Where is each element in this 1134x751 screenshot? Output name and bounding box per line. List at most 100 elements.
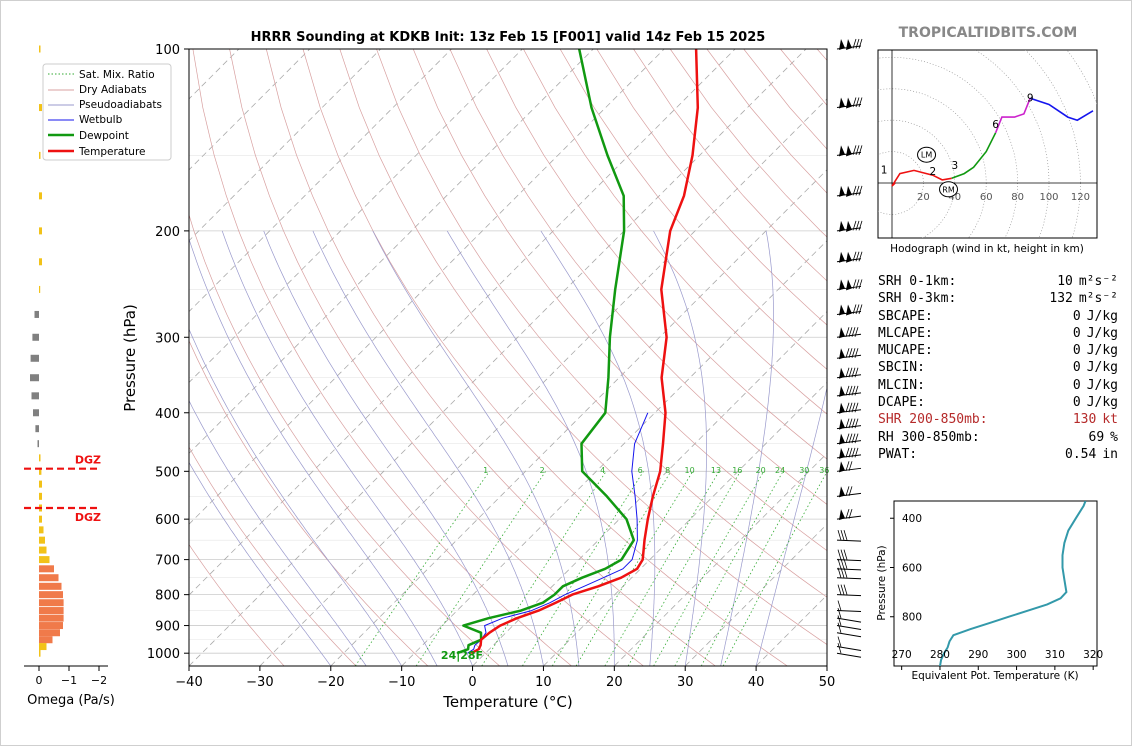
y-tick-label: 1000 — [147, 647, 180, 662]
wind-barb — [836, 643, 862, 658]
index-unit: J/kg — [1086, 360, 1118, 376]
mixing-ratio-line — [627, 471, 741, 666]
barb-flag — [839, 509, 845, 521]
barb-feather — [845, 367, 850, 378]
x-tick-label: −40 — [175, 675, 202, 690]
barb-flag — [839, 348, 845, 360]
omega-bar — [39, 636, 53, 644]
sounding-indices: SRH 0-1km: 10 m²s⁻² SRH 0-3km: 132 m²s⁻² SBCAP… — [878, 273, 1118, 463]
x-tick-label: 10 — [535, 675, 552, 690]
hodograph-rings: 20 40 60 80 100 120 — [878, 50, 1097, 238]
hodograph-ring-label: 20 — [917, 192, 930, 203]
barb-feather — [845, 327, 850, 337]
mixing-ratio-label: 13 — [711, 466, 721, 475]
hodograph-segment — [1029, 97, 1094, 122]
storm-motion-marker — [917, 146, 937, 163]
mixing-ratio-labels: 1 2 4 6 8 10 13 16 20 24 30 36 — [483, 466, 829, 475]
barb-feather — [855, 304, 860, 315]
omega-bar — [39, 227, 42, 235]
moist-adiabat — [540, 230, 656, 666]
omega-bar — [39, 556, 50, 564]
barb-feather — [854, 433, 859, 444]
wind-barb — [836, 447, 862, 459]
index-unit: % — [1110, 429, 1118, 445]
index-label: MLCAPE: — [878, 325, 933, 341]
dry-adiabat — [412, 49, 827, 552]
barb-feather — [837, 549, 842, 560]
wind-barb — [836, 418, 862, 430]
index-number: 0 — [1072, 325, 1081, 341]
barb-staff — [836, 594, 862, 597]
x-tick-label: 20 — [606, 675, 623, 690]
index-unit: J/kg — [1086, 343, 1118, 359]
barb-feather — [851, 385, 856, 396]
x-tick-label: −10 — [388, 675, 415, 690]
mixing-ratio-label: 1 — [483, 466, 488, 475]
y-tick-label: 200 — [155, 225, 180, 240]
hodograph-height-label: 2 — [929, 166, 936, 178]
barb-flag — [846, 304, 852, 316]
omega-bar — [39, 151, 41, 159]
mixing-ratio-line — [354, 471, 490, 666]
index-row: SBCIN: 0 J/kg — [878, 359, 1118, 376]
legend: Sat. Mix. Ratio Dry Adiabats Pseudoadiab… — [42, 63, 172, 161]
x-tick-label: −20 — [317, 675, 344, 690]
omega-bar — [39, 649, 41, 657]
theta-e-y-tick-label: 800 — [902, 612, 922, 624]
index-row: MLCAPE: 0 J/kg — [878, 325, 1118, 342]
barb-flag — [846, 145, 852, 157]
wind-barb — [836, 97, 863, 109]
mixing-ratio-label: 36 — [819, 466, 829, 475]
barb-feather — [845, 461, 850, 471]
barb-feather — [848, 418, 853, 429]
omega-bar — [39, 614, 64, 622]
index-value: 0 J/kg — [1073, 308, 1118, 325]
barb-feather — [845, 509, 850, 519]
mixing-ratio-label: 2 — [540, 466, 545, 475]
wind-barb — [836, 461, 862, 473]
omega-bar — [39, 258, 42, 266]
barb-feather — [852, 279, 857, 290]
theta-e-y-tick-label: 400 — [902, 513, 922, 525]
barb-feather — [837, 636, 842, 647]
dry-adiabat — [192, 49, 572, 666]
barb-feather — [852, 38, 857, 49]
chart-title: HRRR Sounding at KDKB Init: 13z Feb 15 [… — [251, 30, 766, 45]
x-tick-label: 50 — [819, 675, 836, 690]
barb-staff — [836, 632, 862, 638]
index-number: 0 — [1072, 308, 1081, 324]
barb-flag — [839, 461, 845, 473]
index-unit: J/kg — [1086, 308, 1118, 324]
temperature-profile — [470, 49, 700, 655]
barb-flag — [839, 279, 845, 291]
omega-bar — [39, 643, 47, 651]
isotherm-line — [259, 98, 827, 666]
barb-feather — [837, 643, 842, 654]
isotherm-line — [330, 169, 827, 666]
barb-feather — [848, 385, 853, 396]
barb-feather — [837, 600, 842, 611]
barb-feather — [843, 530, 848, 541]
barb-feather — [855, 220, 860, 231]
wind-barb — [836, 348, 862, 360]
hodograph-segment — [951, 132, 997, 180]
y-axis-label: Pressure (hPa) — [121, 304, 139, 412]
omega-bar — [39, 454, 41, 462]
hodograph-trace: 1 2 3 6 9 LM RM — [881, 92, 1094, 198]
barb-feather — [845, 418, 850, 429]
barb-flag — [846, 251, 852, 263]
barb-feather — [851, 327, 856, 337]
omega-bar — [30, 354, 39, 362]
omega-tick-label: 0 — [36, 674, 43, 687]
barb-feather — [840, 584, 845, 595]
barb-staff — [836, 646, 862, 652]
barb-feather — [852, 145, 857, 156]
barb-feather — [854, 367, 859, 378]
hodograph-segment — [994, 97, 1031, 134]
omega-bar — [39, 526, 44, 534]
hodograph-height-label: 9 — [1027, 92, 1034, 104]
index-value: 0 J/kg — [1073, 342, 1118, 359]
barb-feather — [855, 145, 860, 156]
barb-feather — [845, 447, 850, 458]
